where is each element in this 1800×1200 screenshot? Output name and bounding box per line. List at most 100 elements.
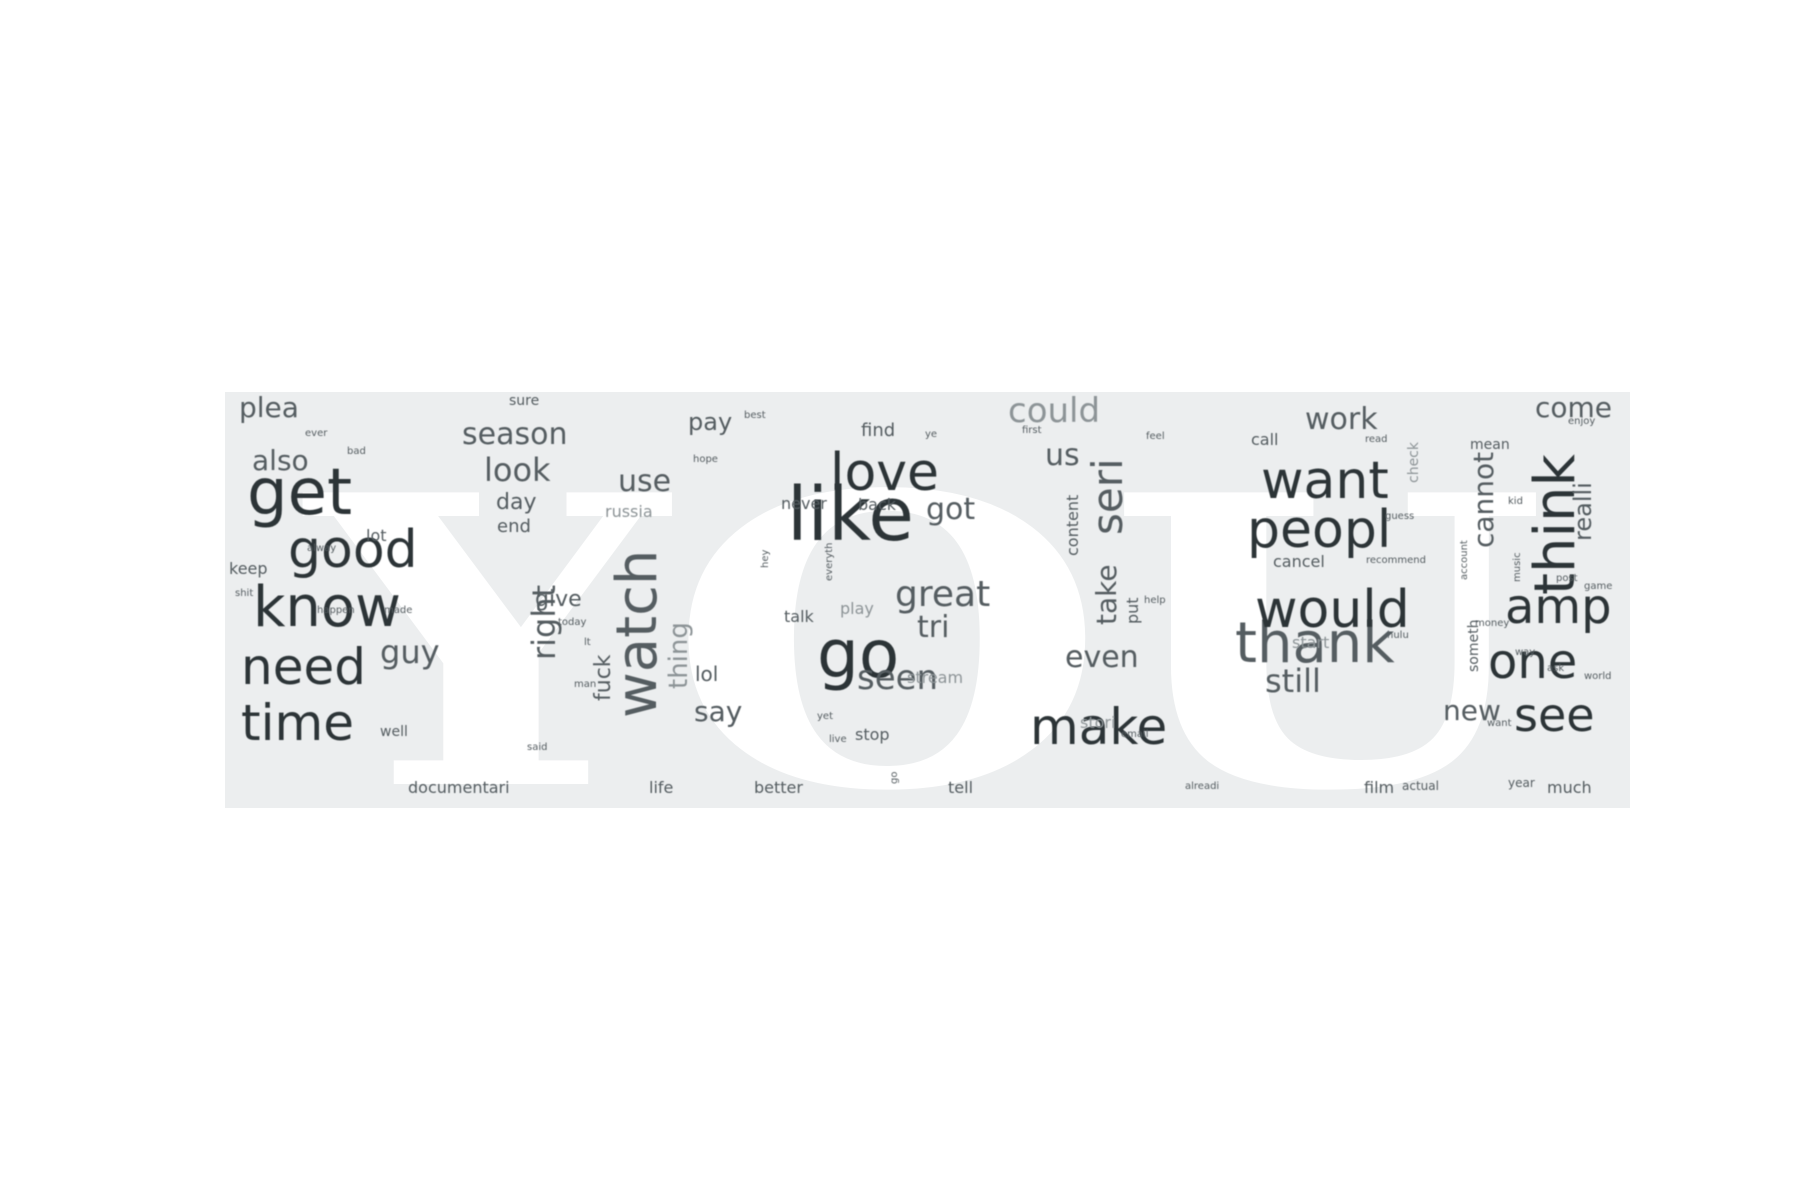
cloud-word: cancel [1273, 552, 1325, 571]
cloud-word: russia [605, 502, 653, 521]
cloud-word: go [889, 772, 900, 785]
word-cloud: YOU like watch get know go thank would peopl thi… [225, 392, 1630, 808]
cloud-word: made [384, 605, 413, 616]
cloud-word: realli [1569, 482, 1597, 541]
cloud-word: look [484, 451, 551, 489]
cloud-word: cannot [1467, 452, 1500, 549]
cloud-word: time [241, 694, 354, 752]
cloud-word: make [1030, 698, 1168, 756]
cloud-word: end [497, 516, 531, 537]
cloud-word: plea [239, 392, 299, 424]
cloud-word: best [744, 410, 766, 421]
cloud-word: documentari [408, 778, 510, 797]
cloud-word: tell [948, 778, 974, 797]
cloud-word: also [252, 444, 309, 477]
cloud-word: check [1406, 442, 1422, 483]
cloud-word: hope [693, 454, 718, 465]
cloud-word: ever [305, 428, 328, 439]
cloud-word: account [1459, 540, 1470, 580]
cloud-word: tri [917, 610, 950, 645]
cloud-word: still [1265, 662, 1321, 700]
cloud-word: yet [817, 711, 833, 722]
cloud-word: seen [857, 658, 939, 698]
cloud-word: film [1364, 778, 1395, 797]
backdrop-lettering: YOU [299, 409, 1547, 808]
cloud-word: man [574, 679, 597, 690]
cloud-word: sure [509, 393, 540, 409]
cloud-word: mean [1470, 437, 1510, 453]
cloud-word: one [1488, 634, 1578, 690]
cloud-word: good [288, 520, 418, 580]
cloud-word: even [1065, 640, 1139, 675]
cloud-word: money [1475, 618, 1510, 629]
cloud-word: pay [688, 408, 733, 436]
cloud-word: guy [380, 633, 440, 671]
cloud-word: come [1535, 392, 1613, 424]
cloud-word: much [1547, 778, 1592, 797]
cloud-word: work [1305, 402, 1378, 437]
cloud-word: stream [907, 668, 964, 687]
cloud-word: keep [229, 559, 268, 578]
cloud-word: go [817, 616, 900, 693]
cloud-word: enjoy [1568, 416, 1596, 427]
cloud-word: get [247, 456, 353, 530]
cloud-word: recommend [1366, 555, 1426, 566]
cloud-word: start [1292, 633, 1330, 652]
cloud-word: hulu [1387, 630, 1409, 641]
cloud-word: want [1487, 718, 1512, 729]
cloud-word: take [1090, 564, 1123, 625]
cloud-word: know [253, 575, 401, 640]
cloud-word: ask [1547, 663, 1565, 674]
cloud-word: well [380, 724, 408, 740]
cloud-word: better [754, 778, 803, 797]
cloud-word: way [1515, 647, 1536, 658]
cloud-word: read [1365, 434, 1388, 445]
cloud-word: say [694, 695, 743, 728]
cloud-word: peopl [1247, 500, 1392, 560]
cloud-word: alway [307, 543, 337, 554]
cloud-word: play [840, 599, 874, 618]
cloud-word: live [829, 734, 847, 745]
cloud-word: got [926, 492, 976, 527]
cloud-word: lt [584, 637, 591, 648]
cloud-word: kid [1508, 496, 1523, 507]
cloud-word: thing [664, 622, 694, 689]
cloud-word: seri [1083, 458, 1132, 535]
cloud-word: ye [925, 429, 938, 440]
cloud-word: shit [235, 588, 254, 599]
cloud-word: give [535, 587, 582, 612]
cloud-word: watch [605, 550, 670, 719]
cloud-word: want [1261, 451, 1389, 511]
cloud-word: today [558, 617, 587, 628]
cloud-word: stori [1080, 713, 1116, 732]
cloud-word: lol [695, 662, 719, 686]
cloud-word: first [1022, 425, 1042, 436]
cloud-word: help [1144, 595, 1166, 606]
cloud-word: put [1123, 597, 1142, 624]
cloud-word: would [1255, 580, 1410, 640]
cloud-word: find [861, 420, 896, 441]
cloud-word: lot [366, 526, 387, 545]
cloud-word: us [1045, 438, 1080, 473]
cloud-word: day [496, 490, 537, 515]
cloud-word: actual [1402, 779, 1439, 793]
cloud-word: world [1584, 671, 1612, 682]
cloud-word: great [895, 574, 991, 615]
cloud-word: season [462, 417, 568, 452]
cloud-word: happen [317, 605, 355, 616]
cloud-word: see [1514, 688, 1595, 742]
cloud-word: thank [1235, 611, 1395, 676]
cloud-word: content [1063, 495, 1082, 557]
cloud-word: life [649, 778, 674, 797]
cloud-word: game [1584, 581, 1613, 592]
cloud-word: love [830, 443, 940, 503]
cloud-word: everyth [824, 542, 835, 581]
cloud-word: need [241, 638, 366, 696]
cloud-word: could [1008, 392, 1101, 431]
cloud-word: email [1121, 729, 1149, 740]
cloud-word: hey [760, 550, 771, 569]
cloud-word: back [858, 495, 897, 514]
cloud-word: post [1556, 573, 1578, 584]
cloud-word: fuck [591, 654, 616, 701]
cloud-word: new [1443, 694, 1501, 727]
